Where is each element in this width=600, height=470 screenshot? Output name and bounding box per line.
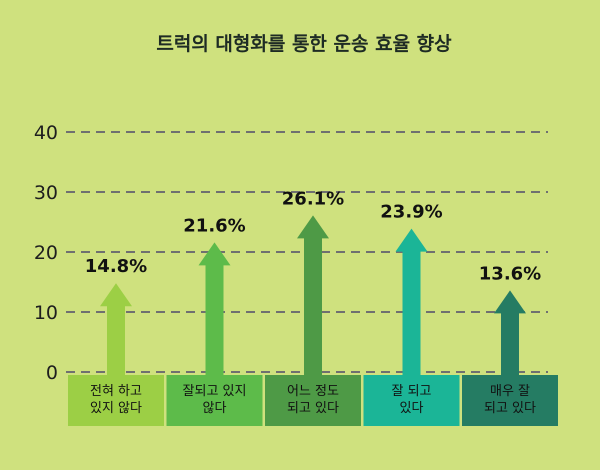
y-tick-label: 40 xyxy=(34,122,58,144)
category-box xyxy=(462,375,558,426)
y-tick-label: 30 xyxy=(34,182,58,204)
bar-arrow xyxy=(100,283,132,375)
category-label: 잘 되고 있다 xyxy=(391,384,431,416)
bar-arrow xyxy=(494,290,526,375)
chart-title: 트럭의 대형화를 통한 운송 효율 향상 xyxy=(156,33,452,55)
value-label: 13.6% xyxy=(479,263,541,284)
category-labels: 전혀 하고 있지 않다 잘되고 있지 않다 어느 정도 되고 있다 잘 되고 있다 매우 잘 되고… xyxy=(90,384,536,416)
y-tick-label: 0 xyxy=(46,362,58,384)
category-box xyxy=(68,375,164,426)
y-tick-label: 20 xyxy=(34,242,58,264)
category-label: 전혀 하고 있지 않다 xyxy=(90,384,142,416)
value-label: 21.6% xyxy=(183,215,245,236)
category-box xyxy=(363,375,460,426)
category-box xyxy=(265,375,361,426)
value-label: 23.9% xyxy=(380,202,442,223)
y-tick-label: 10 xyxy=(34,302,58,324)
category-label: 어느 정도 되고 있다 xyxy=(287,384,339,416)
value-label: 14.8% xyxy=(85,256,147,277)
value-labels: 14.8% 21.6% 26.1% 23.9% 13.6% xyxy=(85,188,541,284)
category-box xyxy=(166,375,263,426)
category-label: 매우 잘 되고 있다 xyxy=(484,384,536,416)
bar-arrow xyxy=(395,228,428,375)
category-label: 잘되고 있지 않다 xyxy=(183,384,247,416)
value-label: 26.1% xyxy=(282,188,344,209)
bar-arrow xyxy=(198,242,231,375)
bars xyxy=(68,215,558,426)
y-axis-ticks: 0 10 20 30 40 xyxy=(34,122,58,384)
bar-arrow xyxy=(297,215,329,375)
